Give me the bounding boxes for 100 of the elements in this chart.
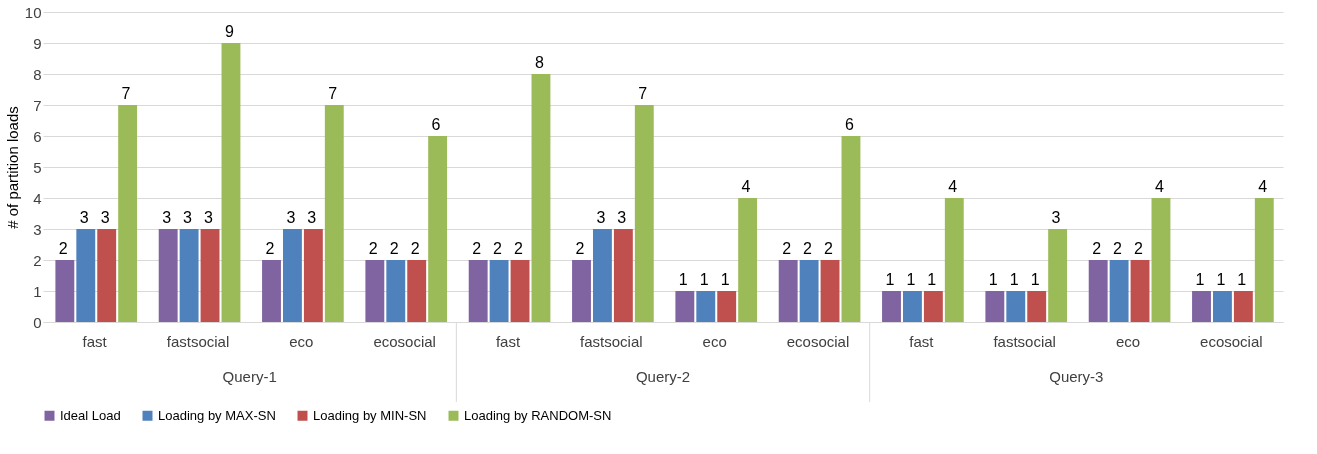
data-label: 3 <box>286 209 296 226</box>
x-tick-label: eco <box>702 332 727 350</box>
bar <box>510 260 530 322</box>
bar <box>1088 260 1108 322</box>
bar <box>365 260 385 322</box>
bar <box>468 260 488 322</box>
data-label: 4 <box>741 178 751 195</box>
bar <box>841 136 861 322</box>
data-label: 4 <box>948 178 958 195</box>
x-tick-label: ecosocial <box>1200 332 1263 350</box>
bar <box>1192 291 1211 322</box>
bar <box>572 260 591 322</box>
legend-label: Loading by RANDOM-SN <box>464 407 612 423</box>
data-label: 2 <box>493 240 503 257</box>
bar <box>1006 291 1026 322</box>
bar <box>303 229 323 322</box>
bar <box>675 291 695 322</box>
data-label: 1 <box>678 271 688 288</box>
legend-label: Loading by MAX-SN <box>158 407 276 423</box>
legend-label: Loading by MIN-SN <box>313 407 427 423</box>
bar <box>282 229 302 322</box>
bar <box>882 291 901 322</box>
data-label: 4 <box>1154 178 1164 195</box>
bar <box>531 74 551 322</box>
data-label: 7 <box>121 85 131 102</box>
data-label: 9 <box>224 23 234 40</box>
bar <box>55 260 75 322</box>
y-tick-label: 0 <box>33 313 42 331</box>
x-tick-label: fast <box>909 332 935 350</box>
bar <box>200 229 220 322</box>
data-label: 3 <box>162 209 172 226</box>
bar <box>634 105 654 322</box>
y-tick-label: 6 <box>33 127 42 145</box>
data-label: 2 <box>575 240 585 257</box>
bar <box>221 43 241 322</box>
y-tick-label: 7 <box>33 96 42 114</box>
data-label: 1 <box>1237 271 1247 288</box>
bar <box>118 105 138 322</box>
data-label: 6 <box>431 116 441 133</box>
text: Query-3 <box>1049 368 1104 385</box>
bar <box>613 229 633 322</box>
y-tick-label: 2 <box>33 251 42 269</box>
bar <box>923 291 943 322</box>
bar <box>386 260 406 322</box>
data-label: 3 <box>307 209 317 226</box>
bar <box>324 105 344 322</box>
bar <box>778 260 798 322</box>
data-label: 6 <box>844 116 854 133</box>
bar <box>76 229 96 322</box>
x-tick-label: fastsocial <box>580 332 643 350</box>
bar <box>1233 291 1253 322</box>
y-tick-label: 8 <box>33 65 42 83</box>
y-tick-label: 4 <box>33 189 42 207</box>
bar <box>1151 198 1171 322</box>
data-label: 2 <box>1134 240 1144 257</box>
x-tick-label: ecosocial <box>786 332 850 350</box>
bar <box>489 260 509 322</box>
x-tick-label: fastsocial <box>166 332 230 350</box>
data-label: 2 <box>824 240 834 257</box>
data-label: 3 <box>183 209 193 226</box>
data-label: 1 <box>927 271 937 288</box>
y-tick-label: 3 <box>33 220 42 238</box>
x-tick-label: fast <box>495 332 521 350</box>
bar <box>407 260 427 322</box>
data-label: 3 <box>1051 209 1061 226</box>
x-tick-label: eco <box>289 332 314 350</box>
data-label: 1 <box>988 271 998 288</box>
legend-label: Ideal Load <box>60 407 121 423</box>
data-label: 7 <box>328 85 338 102</box>
data-label: 1 <box>906 271 916 288</box>
bar <box>820 260 840 322</box>
bar <box>985 291 1005 322</box>
data-label: 1 <box>1216 271 1226 288</box>
data-label: 3 <box>596 209 606 226</box>
data-label: 3 <box>100 209 110 226</box>
x-tick-label: eco <box>1115 332 1141 350</box>
data-label: 2 <box>265 240 275 257</box>
data-label: 4 <box>1258 178 1268 195</box>
data-label: 2 <box>368 240 378 257</box>
data-label: 1 <box>1009 271 1019 288</box>
data-label: 7 <box>638 85 648 102</box>
bar <box>1130 260 1150 322</box>
bar <box>1254 198 1274 322</box>
bar <box>428 136 448 322</box>
data-label: 3 <box>204 209 214 226</box>
y-tick-label: 1 <box>33 282 42 300</box>
y-tick-label: 5 <box>33 158 42 176</box>
data-label: 3 <box>79 209 89 226</box>
data-label: 1 <box>699 271 709 288</box>
bar <box>592 229 612 322</box>
x-tick-label: fastsocial <box>993 332 1056 350</box>
data-label: 2 <box>389 240 399 257</box>
data-label: 2 <box>472 240 482 257</box>
bar <box>97 229 117 322</box>
bar <box>1109 260 1129 322</box>
data-label: 2 <box>410 240 420 257</box>
data-label: 1 <box>1195 271 1205 288</box>
bar <box>944 198 964 322</box>
y-tick-label: 9 <box>33 34 42 52</box>
text: Query-2 <box>635 368 691 385</box>
